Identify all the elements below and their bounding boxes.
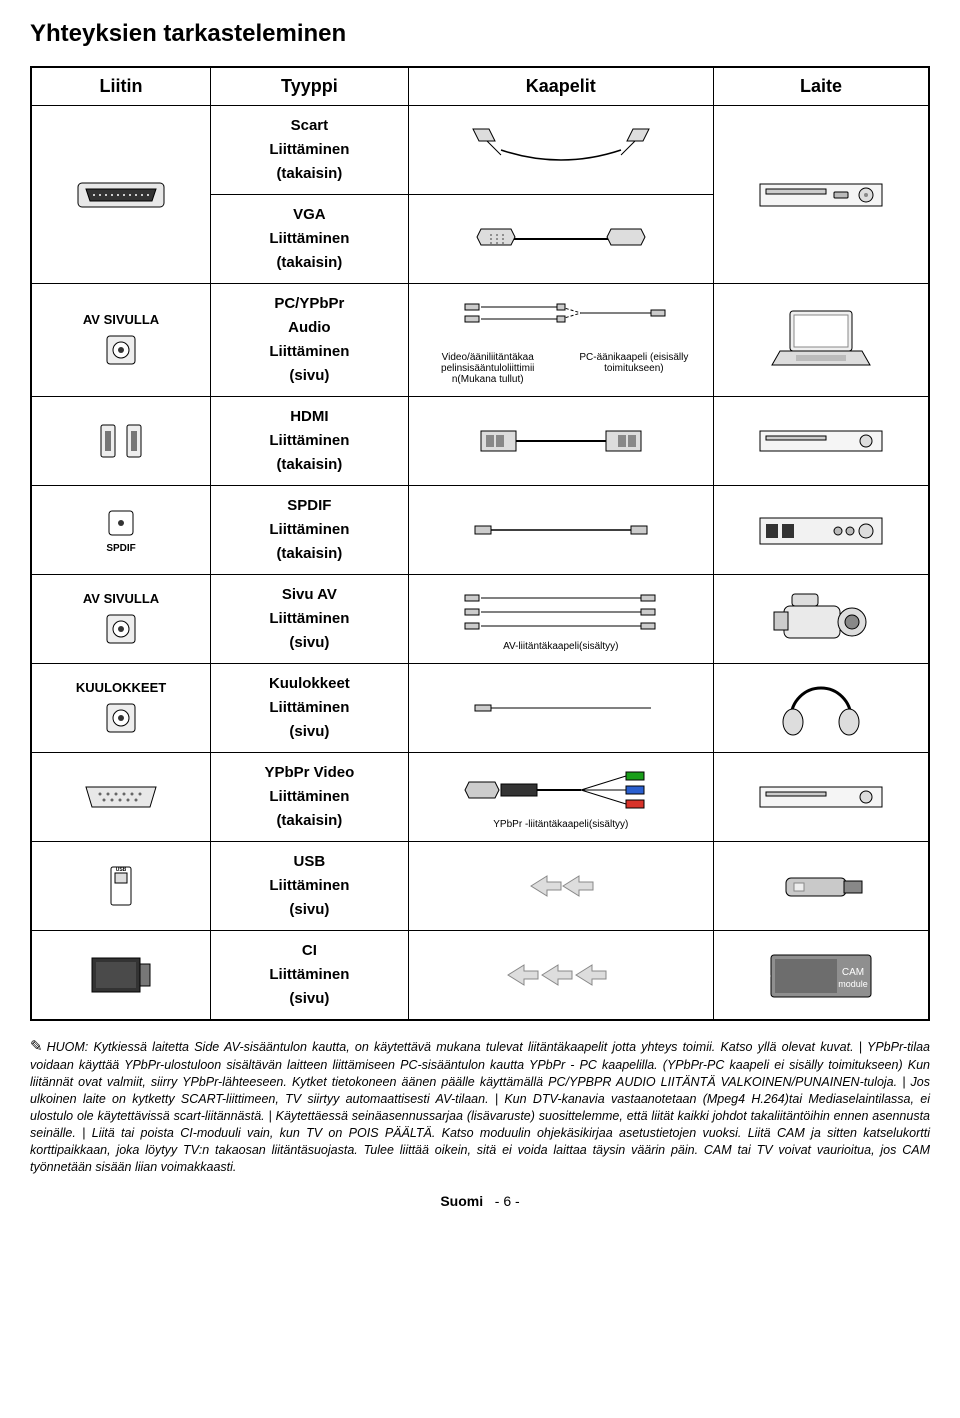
spdif-port-icon bbox=[101, 507, 141, 541]
scart-type-l2: Liittäminen bbox=[217, 138, 402, 162]
sideav-type-l1: Sivu AV bbox=[217, 583, 402, 607]
hdmi-type-l3: (takaisin) bbox=[217, 453, 402, 477]
table-row: HDMI Liittäminen (takaisin) bbox=[31, 397, 929, 486]
svg-text:USB: USB bbox=[116, 867, 127, 873]
spdif-cable-icon bbox=[461, 515, 661, 545]
usb-type-l2: Liittäminen bbox=[217, 874, 402, 898]
sideav-cap: AV-liitäntäkaapeli(sisältyy) bbox=[415, 641, 707, 652]
cam-text: CAM bbox=[842, 967, 864, 978]
spdif-type-l1: SPDIF bbox=[217, 494, 402, 518]
table-row: AV SIVULLA PC/YPbPr Audio Liittäminen (s… bbox=[31, 284, 929, 397]
ypbpr-type-l3: (takaisin) bbox=[217, 809, 402, 833]
ci-slot-icon bbox=[86, 950, 156, 1000]
dvd-player-icon bbox=[756, 421, 886, 461]
th-cable: Kaapelit bbox=[408, 67, 713, 106]
footer-page: - 6 - bbox=[495, 1193, 520, 1209]
av-cable-icon bbox=[451, 586, 671, 641]
scart-connector-icon bbox=[76, 175, 166, 215]
connections-table: Liitin Tyyppi Kaapelit Laite Scart Liitt… bbox=[30, 66, 930, 1021]
footnote: ✎HUOM: Kytkiessä laitetta Side AV-sisään… bbox=[30, 1037, 930, 1175]
scart-cable-icon bbox=[461, 125, 661, 175]
hp-label: KUULOKKEET bbox=[38, 678, 204, 698]
spdif-type-l3: (takaisin) bbox=[217, 542, 402, 566]
arrows-icon bbox=[486, 960, 636, 990]
page-footer: Suomi - 6 - bbox=[30, 1193, 930, 1209]
th-connector: Liitin bbox=[31, 67, 211, 106]
table-row: AV SIVULLA Sivu AV Liittäminen (sivu) AV… bbox=[31, 575, 929, 664]
th-device: Laite bbox=[713, 67, 929, 106]
sideav-label: AV SIVULLA bbox=[38, 589, 204, 609]
side-av-jack-icon bbox=[101, 609, 141, 649]
sideav-type-l2: Liittäminen bbox=[217, 607, 402, 631]
laptop-icon bbox=[766, 305, 876, 375]
avside-type-l2: Audio bbox=[217, 316, 402, 340]
ypbpr-type-l1: YPbPr Video bbox=[217, 761, 402, 785]
av-side-label: AV SIVULLA bbox=[38, 310, 204, 330]
usb-port-icon: USB bbox=[101, 861, 141, 911]
vga-type-l2: Liittäminen bbox=[217, 227, 402, 251]
page-title: Yhteyksien tarkasteleminen bbox=[30, 20, 930, 48]
hp-type-l1: Kuulokkeet bbox=[217, 672, 402, 696]
table-row: USB USB Liittäminen (sivu) bbox=[31, 842, 929, 931]
cam-module-icon: CAM module bbox=[761, 945, 881, 1005]
scart-type-l3: (takaisin) bbox=[217, 162, 402, 186]
camcorder-icon bbox=[766, 584, 876, 654]
hdmi-type-l1: HDMI bbox=[217, 405, 402, 429]
vga-port-icon bbox=[76, 777, 166, 817]
hp-cable-icon bbox=[461, 696, 661, 721]
avside-cap2: PC-äänikaapeli (eisisälly toimitukseen) bbox=[564, 352, 704, 385]
ypbpr-type-l2: Liittäminen bbox=[217, 785, 402, 809]
vga-type-l3: (takaisin) bbox=[217, 251, 402, 275]
dvd-player-icon bbox=[756, 172, 886, 217]
table-row: KUULOKKEET Kuulokkeet Liittäminen (sivu) bbox=[31, 664, 929, 753]
hp-type-l3: (sivu) bbox=[217, 720, 402, 744]
table-row: SPDIF SPDIF Liittäminen (takaisin) bbox=[31, 486, 929, 575]
dvd-player-icon bbox=[756, 777, 886, 817]
hdmi-port-icon bbox=[91, 421, 151, 461]
vga-type-l1: VGA bbox=[217, 203, 402, 227]
ypbpr-cap: YPbPr -liitäntäkaapeli(sisältyy) bbox=[415, 819, 707, 830]
ci-type-l3: (sivu) bbox=[217, 987, 402, 1011]
ci-type-l1: CI bbox=[217, 939, 402, 963]
vga-cable-icon bbox=[461, 217, 661, 262]
avside-type-l3: Liittäminen bbox=[217, 340, 402, 364]
hdmi-cable-icon bbox=[461, 419, 661, 464]
table-row: CI Liittäminen (sivu) CAM module bbox=[31, 931, 929, 1021]
note-icon: ✎ bbox=[30, 1038, 43, 1055]
arrows-icon bbox=[501, 871, 621, 901]
hp-type-l2: Liittäminen bbox=[217, 696, 402, 720]
usb-type-l1: USB bbox=[217, 850, 402, 874]
scart-type-l1: Scart bbox=[217, 114, 402, 138]
table-row: Scart Liittäminen (takaisin) bbox=[31, 106, 929, 195]
usb-stick-icon bbox=[766, 864, 876, 909]
hdmi-type-l2: Liittäminen bbox=[217, 429, 402, 453]
ypbpr-cable-icon bbox=[451, 764, 671, 819]
amplifier-icon bbox=[756, 508, 886, 553]
table-row: YPbPr Video Liittäminen (takaisin) YPbPr… bbox=[31, 753, 929, 842]
headphone-jack-icon bbox=[101, 698, 141, 738]
audio-cable-icon bbox=[451, 295, 671, 350]
th-type: Tyyppi bbox=[211, 67, 409, 106]
usb-type-l3: (sivu) bbox=[217, 898, 402, 922]
ci-type-l2: Liittäminen bbox=[217, 963, 402, 987]
spdif-type-l2: Liittäminen bbox=[217, 518, 402, 542]
headphones-icon bbox=[771, 676, 871, 741]
sideav-type-l3: (sivu) bbox=[217, 631, 402, 655]
module-text: module bbox=[838, 979, 868, 989]
avside-type-l4: (sivu) bbox=[217, 364, 402, 388]
footnote-text: HUOM: Kytkiessä laitetta Side AV-sisäänt… bbox=[30, 1040, 930, 1174]
avside-cap1: Video/ääniliitäntäkaa pelinsisääntulolii… bbox=[418, 352, 558, 385]
av-side-jack-icon bbox=[101, 330, 141, 370]
spdif-port-label: SPDIF bbox=[38, 543, 204, 554]
avside-type-l1: PC/YPbPr bbox=[217, 292, 402, 316]
footer-lang: Suomi bbox=[440, 1193, 483, 1209]
